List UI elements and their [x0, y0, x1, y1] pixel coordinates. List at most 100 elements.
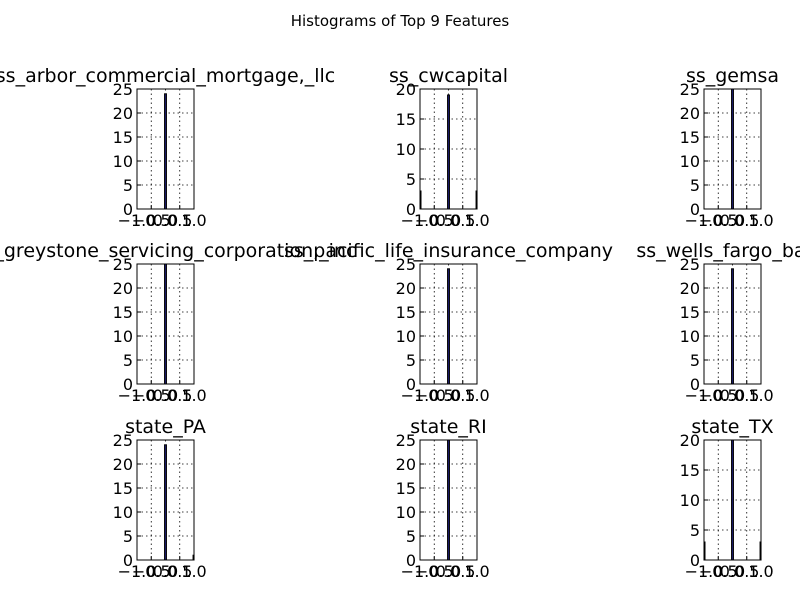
y-tick-label: 5 — [690, 176, 700, 195]
y-tick-label: 20 — [680, 279, 700, 298]
histogram-bar — [731, 88, 734, 210]
histogram-panel: state_RI 0 5 10 15 20 25 −1.0−0.50.00.51.0 — [396, 416, 490, 581]
x-tick-label: 0.0 — [720, 386, 745, 405]
histogram-panel: ss_gemsa 0 5 10 15 20 25 −1.0−0.50.00.51.0 — [680, 65, 779, 230]
panel-title: ss_gemsa — [686, 65, 779, 87]
histogram-bar — [447, 94, 450, 210]
x-tick-label: 1.0 — [181, 386, 206, 405]
x-tick-label: 1.0 — [748, 211, 773, 230]
y-tick-label: 5 — [406, 170, 416, 189]
y-tick-label: 25 — [680, 80, 700, 99]
axes-frame — [419, 439, 478, 561]
panel-title: state_TX — [691, 416, 773, 438]
x-tick-label: 0.5 — [167, 211, 192, 230]
y-tick-label: 25 — [396, 431, 416, 450]
axes-frame — [136, 263, 195, 385]
y-tick-label: 20 — [113, 455, 133, 474]
y-tick-label: 10 — [680, 152, 700, 171]
y-tick-label: 15 — [680, 461, 700, 480]
y-tick-label: 20 — [396, 80, 416, 99]
y-tick-label: 15 — [113, 303, 133, 322]
histogram-grid: ss_arbor_commercial_mortgage,_llc 0 5 10 15 2… — [0, 65, 800, 581]
x-tick-label: −0.5 — [132, 386, 171, 405]
y-tick-label: 15 — [680, 128, 700, 147]
y-tick-label: 5 — [406, 527, 416, 546]
x-tick-label: 0.5 — [734, 386, 759, 405]
x-tick-label: −0.5 — [699, 211, 738, 230]
y-tick-label: 5 — [123, 351, 133, 370]
axes-frame — [419, 263, 478, 385]
x-tick-label: 0.5 — [734, 562, 759, 581]
x-tick-label: −1.0 — [685, 386, 724, 405]
y-tick-label: 0 — [406, 200, 416, 219]
y-tick-label: 25 — [680, 255, 700, 274]
histogram-panel: state_TX 0 5 10 15 20 −1.0−0.50.00.51.0 — [680, 416, 774, 581]
panel-title: ss_wells_fargo_bank — [636, 240, 800, 262]
x-tick-label: 1.0 — [181, 211, 206, 230]
y-tick-label: 10 — [113, 152, 133, 171]
x-tick-label: 0.5 — [450, 562, 475, 581]
histogram-bar — [164, 93, 167, 210]
x-tick-label: −0.5 — [699, 386, 738, 405]
axes-frame — [703, 88, 762, 210]
y-tick-label: 10 — [396, 327, 416, 346]
x-tick-label: 0.5 — [450, 211, 475, 230]
y-tick-label: 15 — [680, 303, 700, 322]
histogram-panel: state_PA 0 5 10 15 20 25 −1.0−0.50.00.51.0 — [113, 416, 207, 581]
histogram-bar — [164, 444, 167, 561]
y-tick-label: 10 — [680, 491, 700, 510]
x-tick-label: 1.0 — [181, 562, 206, 581]
x-tick-label: −0.5 — [415, 211, 454, 230]
y-tick-label: 20 — [113, 104, 133, 123]
histogram-panel: ss_arbor_commercial_mortgage,_llc 0 5 10 15 2… — [0, 65, 335, 230]
y-tick-label: 10 — [680, 327, 700, 346]
x-tick-label: 1.0 — [464, 386, 489, 405]
axes-frame — [136, 439, 195, 561]
x-tick-label: 0.0 — [153, 386, 178, 405]
histogram-panel: ss_wells_fargo_bank 0 5 10 15 20 25 −1.0−0.50.0… — [636, 240, 800, 405]
y-tick-label: 5 — [690, 351, 700, 370]
panel-title: state_PA — [125, 416, 206, 438]
y-tick-label: 0 — [690, 200, 700, 219]
y-tick-label: 15 — [113, 479, 133, 498]
y-tick-label: 15 — [396, 110, 416, 129]
y-tick-label: 20 — [680, 104, 700, 123]
y-tick-label: 5 — [123, 527, 133, 546]
y-tick-label: 5 — [690, 521, 700, 540]
x-tick-label: 0.0 — [153, 211, 178, 230]
y-tick-label: 0 — [406, 551, 416, 570]
x-tick-label: 0.0 — [720, 211, 745, 230]
x-tick-label: −1.0 — [685, 562, 724, 581]
x-tick-label: −1.0 — [685, 211, 724, 230]
histogram-bar — [447, 268, 450, 385]
x-tick-label: 0.0 — [436, 211, 461, 230]
y-tick-label: 25 — [396, 255, 416, 274]
y-tick-label: 10 — [113, 503, 133, 522]
y-tick-label: 10 — [396, 503, 416, 522]
y-tick-label: 0 — [123, 375, 133, 394]
x-tick-label: −0.5 — [415, 386, 454, 405]
histogram-panel: ss_cwcapital 0 5 10 15 20 −1.0−0.50.00.51.0 — [389, 65, 508, 230]
panel-title: ss_cwcapital — [389, 65, 508, 87]
x-tick-label: −1.0 — [118, 562, 157, 581]
axes-frame — [703, 439, 762, 561]
x-tick-label: 1.0 — [748, 562, 773, 581]
x-tick-label: 0.0 — [436, 562, 461, 581]
y-tick-label: 0 — [123, 200, 133, 219]
y-tick-label: 15 — [396, 303, 416, 322]
panel-title: state_RI — [410, 416, 486, 438]
panel-title: ss_pacific_life_insurance_company — [284, 240, 613, 262]
y-tick-label: 0 — [690, 375, 700, 394]
x-tick-label: −1.0 — [401, 211, 440, 230]
x-tick-label: 1.0 — [464, 562, 489, 581]
x-tick-label: −1.0 — [118, 211, 157, 230]
x-tick-label: −0.5 — [132, 211, 171, 230]
y-tick-label: 20 — [396, 455, 416, 474]
panel-title: ss_arbor_commercial_mortgage,_llc — [0, 65, 335, 87]
x-tick-label: −0.5 — [132, 562, 171, 581]
figure-suptitle: Histograms of Top 9 Features — [291, 12, 510, 30]
x-tick-label: −1.0 — [401, 386, 440, 405]
histogram-bar — [164, 263, 167, 385]
x-tick-label: 0.5 — [167, 562, 192, 581]
